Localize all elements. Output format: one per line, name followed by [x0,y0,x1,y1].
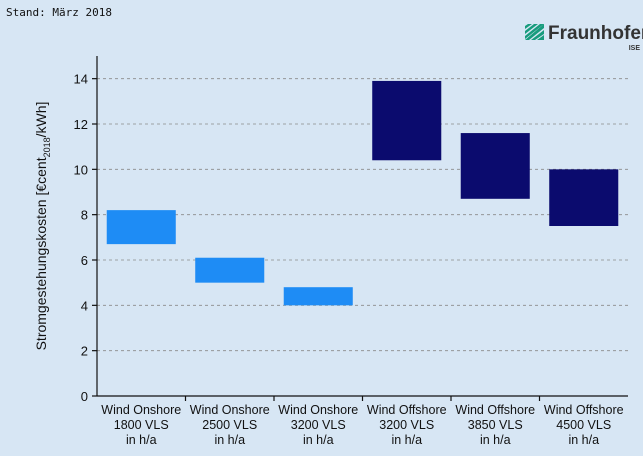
x-tick-line: Wind Offshore [544,403,624,417]
x-tick-line: in h/a [303,433,334,447]
bar [283,287,353,306]
x-tick-label: Wind Offshore 4500 VLS in h/a [544,403,624,447]
x-tick-line: 2500 VLS [202,418,257,432]
y-tick-label: 10 [74,162,88,177]
x-tick-line: 3200 VLS [379,418,434,432]
y-tick-label: 14 [74,72,88,87]
x-tick-label: Wind Offshore 3200 VLS in h/a [367,403,447,447]
y-label-text: Stromgestehungskosten [€cent [33,157,49,350]
y-tick-label: 0 [81,389,88,404]
x-tick-label: Wind Offshore 3850 VLS in h/a [455,403,535,447]
y-axis-label: Stromgestehungskosten [€cent2018/kWh] [33,102,52,351]
stamp: Stand: März 2018 [6,6,112,19]
y-tick-label: 4 [81,298,88,313]
x-tick-line: in h/a [480,433,511,447]
bar [106,210,176,245]
x-tick-line: Wind Offshore [455,403,535,417]
y-label-sub: 2018 [42,137,52,157]
x-tick-line: Wind Onshore [278,403,358,417]
y-tick-label: 6 [81,253,88,268]
y-tick-label: 12 [74,117,88,132]
x-tick-line: in h/a [568,433,599,447]
bar [549,169,619,226]
x-tick-line: in h/a [391,433,422,447]
bar [372,80,442,161]
x-tick-line: 1800 VLS [114,418,169,432]
x-tick-line: Wind Onshore [190,403,270,417]
y-tick-label: 8 [81,208,88,223]
x-tick-label: Wind Onshore 2500 VLS in h/a [190,403,270,447]
x-tick-line: in h/a [214,433,245,447]
x-tick-line: Wind Onshore [101,403,181,417]
x-tick-line: 3200 VLS [291,418,346,432]
logo: Fraunhofer ISE [525,23,643,52]
logo-name: Fraunhofer [548,23,643,44]
bar [460,133,530,199]
y-tick-label: 2 [81,344,88,359]
logo-unit: ISE [629,45,641,52]
x-tick-line: Wind Offshore [367,403,447,417]
x-tick-line: 3850 VLS [468,418,523,432]
y-label-rest: /kWh] [33,102,49,138]
x-tick-line: in h/a [126,433,157,447]
x-tick-label: Wind Onshore 1800 VLS in h/a [101,403,181,447]
x-tick-label: Wind Onshore 3200 VLS in h/a [278,403,358,447]
bar [195,257,265,283]
x-tick-line: 4500 VLS [556,418,611,432]
logo-icon [525,24,544,40]
